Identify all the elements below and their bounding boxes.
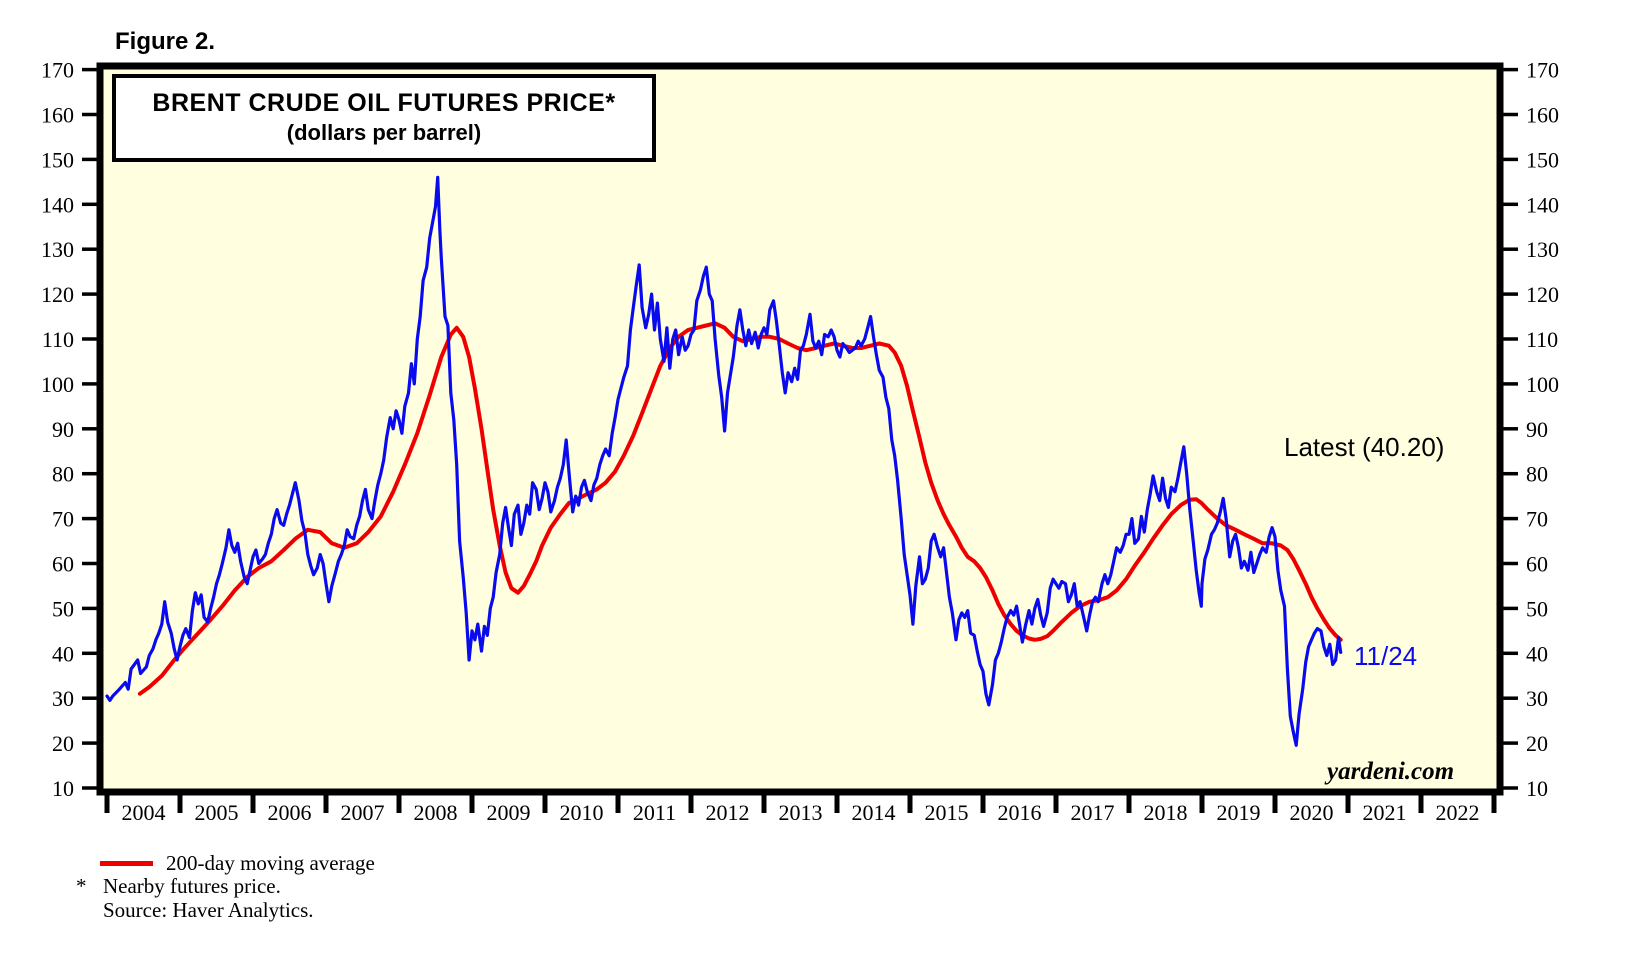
futures-price-line xyxy=(105,175,1343,747)
x-axis-label: 2020 xyxy=(1290,800,1334,825)
y-axis-label-left: 140 xyxy=(41,192,74,217)
x-axis-label: 2018 xyxy=(1144,800,1188,825)
y-axis-label-right: 120 xyxy=(1526,282,1559,307)
x-axis-label: 2022 xyxy=(1436,800,1480,825)
x-axis-label: 2008 xyxy=(414,800,458,825)
y-axis-label-left: 110 xyxy=(42,327,74,352)
y-axis-label-right: 70 xyxy=(1526,507,1548,532)
y-axis-label-left: 130 xyxy=(41,237,74,262)
y-axis-label-right: 60 xyxy=(1526,552,1548,577)
y-axis-label-right: 170 xyxy=(1526,58,1559,83)
chart-title-box: BRENT CRUDE OIL FUTURES PRICE* (dollars … xyxy=(112,74,656,162)
figure-label: Figure 2. xyxy=(115,28,216,55)
y-axis-label-left: 90 xyxy=(52,417,74,442)
y-axis-label-right: 10 xyxy=(1526,776,1548,801)
footnote-marker: * xyxy=(76,874,87,898)
y-axis-label-right: 20 xyxy=(1526,731,1548,756)
x-axis-label: 2014 xyxy=(852,800,896,825)
y-axis-label-right: 150 xyxy=(1526,147,1559,172)
watermark: yardeni.com xyxy=(1327,758,1455,785)
y-axis-label-left: 70 xyxy=(52,507,74,532)
y-axis-label-left: 40 xyxy=(52,641,74,666)
x-axis-label: 2016 xyxy=(998,800,1042,825)
x-axis-label: 2004 xyxy=(122,800,166,825)
source-text: Source: Haver Analytics. xyxy=(103,898,314,922)
x-axis-label: 2006 xyxy=(268,800,312,825)
y-axis-label-right: 160 xyxy=(1526,103,1559,128)
x-axis-label: 2013 xyxy=(779,800,823,825)
y-axis-label-left: 10 xyxy=(52,776,74,801)
x-axis-label: 2009 xyxy=(487,800,531,825)
y-axis-label-left: 160 xyxy=(41,103,74,128)
y-axis-label-right: 80 xyxy=(1526,462,1548,487)
x-axis-label: 2010 xyxy=(560,800,604,825)
y-axis-label-right: 100 xyxy=(1526,372,1559,397)
y-axis-label-left: 60 xyxy=(52,552,74,577)
last-date-annotation: 11/24 xyxy=(1354,641,1418,671)
chart-subtitle: (dollars per barrel) xyxy=(286,120,482,145)
y-axis-label-right: 50 xyxy=(1526,596,1548,621)
x-axis-label: 2005 xyxy=(195,800,239,825)
y-axis-label-left: 150 xyxy=(41,147,74,172)
legend: 200-day moving average xyxy=(100,851,375,876)
y-axis-label-right: 110 xyxy=(1526,327,1558,352)
plot-border xyxy=(96,62,1504,796)
y-axis-label-left: 170 xyxy=(41,58,74,83)
chart-title: BRENT CRUDE OIL FUTURES PRICE* xyxy=(152,89,616,117)
y-axis-label-left: 50 xyxy=(52,596,74,621)
x-axis-label: 2019 xyxy=(1217,800,1261,825)
y-axis-label-right: 140 xyxy=(1526,192,1559,217)
footnote-text: Nearby futures price. xyxy=(103,874,281,898)
y-axis-label-right: 130 xyxy=(1526,237,1559,262)
y-axis-label-right: 90 xyxy=(1526,417,1548,442)
plot-background xyxy=(96,62,1504,796)
x-axis-label: 2015 xyxy=(925,800,969,825)
y-axis-label-left: 20 xyxy=(52,731,74,756)
x-axis-label: 2007 xyxy=(341,800,385,825)
x-axis-label: 2012 xyxy=(706,800,750,825)
legend-label: 200-day moving average xyxy=(166,851,375,875)
footnote: * Nearby futures price. xyxy=(76,874,281,899)
y-axis-label-right: 30 xyxy=(1526,686,1548,711)
x-axis-label: 2021 xyxy=(1363,800,1407,825)
legend-line-swatch xyxy=(100,861,153,866)
y-axis-label-left: 30 xyxy=(52,686,74,711)
y-axis-label-left: 80 xyxy=(52,462,74,487)
y-axis-label-left: 120 xyxy=(41,282,74,307)
x-axis-label: 2011 xyxy=(633,800,676,825)
x-axis-label: 2017 xyxy=(1071,800,1115,825)
latest-value-annotation: Latest (40.20) xyxy=(1284,432,1445,462)
y-axis-label-left: 100 xyxy=(41,372,74,397)
y-axis-label-right: 40 xyxy=(1526,641,1548,666)
